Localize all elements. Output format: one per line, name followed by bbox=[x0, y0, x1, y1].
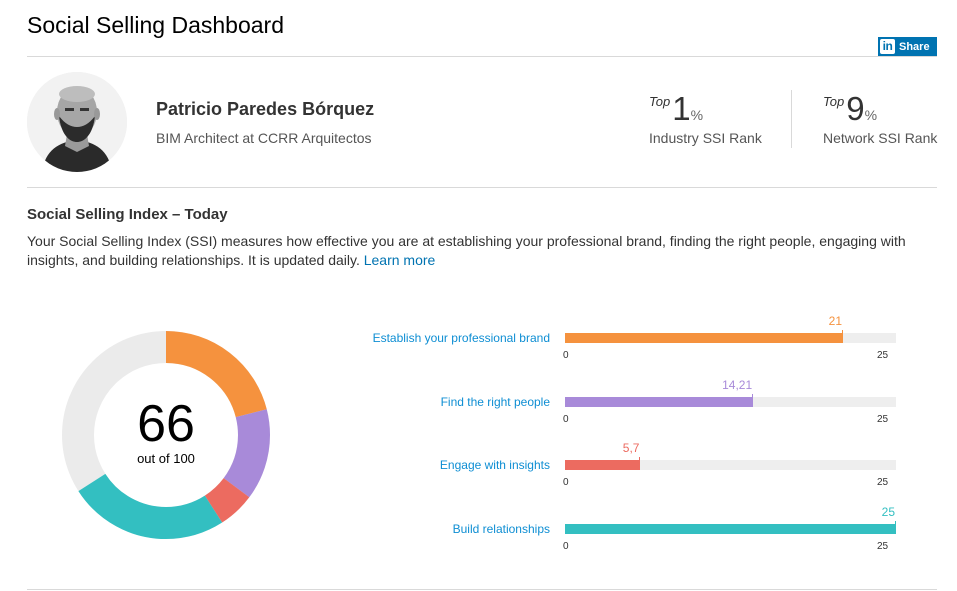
header-divider bbox=[27, 56, 937, 57]
industry-rank-label: Industry SSI Rank bbox=[649, 130, 762, 146]
donut-segment-0 bbox=[62, 331, 270, 539]
ssi-score: 66 bbox=[137, 395, 195, 453]
bar-marker bbox=[639, 457, 641, 470]
rank-unit: % bbox=[690, 107, 704, 123]
bar-value-label: 21 bbox=[828, 314, 843, 328]
share-button[interactable]: in Share bbox=[878, 37, 937, 56]
bar-marker bbox=[895, 521, 896, 534]
bar-label[interactable]: Build relationships bbox=[452, 522, 550, 536]
bar-fill bbox=[565, 460, 641, 470]
bar-label[interactable]: Establish your professional brand bbox=[372, 331, 550, 345]
axis-max-label: 25 bbox=[877, 350, 889, 361]
linkedin-icon: in bbox=[880, 39, 895, 54]
bar-marker bbox=[752, 394, 754, 407]
network-rank-label: Network SSI Rank bbox=[823, 130, 938, 146]
network-rank: Top9% bbox=[823, 90, 877, 128]
rank-top-word: Top bbox=[649, 94, 671, 109]
ssi-section-title: Social Selling Index – Today bbox=[27, 206, 228, 223]
axis-min-label: 0 bbox=[563, 350, 569, 361]
profile-name: Patricio Paredes Bórquez bbox=[156, 99, 375, 119]
rank-divider bbox=[791, 90, 792, 148]
bar-value-label: 5,7 bbox=[622, 441, 640, 455]
avatar-portrait bbox=[27, 72, 127, 172]
footer-divider bbox=[27, 589, 937, 590]
network-rank-value: 9 bbox=[846, 90, 865, 127]
bar-fill bbox=[565, 397, 754, 407]
bar-track bbox=[565, 394, 896, 407]
bar-track bbox=[565, 521, 896, 534]
profile-headline: BIM Architect at CCRR Arquitectos bbox=[156, 130, 372, 146]
industry-rank: Top1% bbox=[649, 90, 703, 128]
donut-segment-1 bbox=[62, 331, 270, 539]
ssi-score-subtitle: out of 100 bbox=[137, 451, 195, 466]
bar-value-label: 25 bbox=[881, 505, 895, 519]
ssi-description: Your Social Selling Index (SSI) measures… bbox=[27, 232, 932, 270]
bar-label[interactable]: Engage with insights bbox=[439, 458, 550, 472]
rank-top-word: Top bbox=[823, 94, 845, 109]
rank-unit: % bbox=[864, 107, 878, 123]
axis-max-label: 25 bbox=[877, 477, 889, 488]
bar-value-label: 14,21 bbox=[722, 378, 753, 392]
bar-track bbox=[565, 457, 896, 470]
share-label: Share bbox=[899, 40, 930, 53]
bar-label[interactable]: Find the right people bbox=[440, 395, 550, 409]
avatar bbox=[27, 72, 127, 172]
bar-track bbox=[565, 330, 896, 343]
ssi-description-text: Your Social Selling Index (SSI) measures… bbox=[27, 233, 906, 268]
bar-marker bbox=[842, 330, 844, 343]
donut-segment-3 bbox=[62, 331, 270, 539]
bar-fill bbox=[565, 524, 896, 534]
axis-max-label: 25 bbox=[877, 541, 889, 552]
axis-min-label: 0 bbox=[563, 477, 569, 488]
axis-min-label: 0 bbox=[563, 414, 569, 425]
industry-rank-value: 1 bbox=[672, 90, 691, 127]
bar-fill bbox=[565, 333, 844, 343]
learn-more-link[interactable]: Learn more bbox=[363, 252, 436, 268]
page-title: Social Selling Dashboard bbox=[27, 12, 284, 38]
ssi-donut-chart bbox=[62, 331, 270, 539]
axis-min-label: 0 bbox=[563, 541, 569, 552]
profile-divider bbox=[27, 187, 937, 188]
axis-max-label: 25 bbox=[877, 414, 889, 425]
